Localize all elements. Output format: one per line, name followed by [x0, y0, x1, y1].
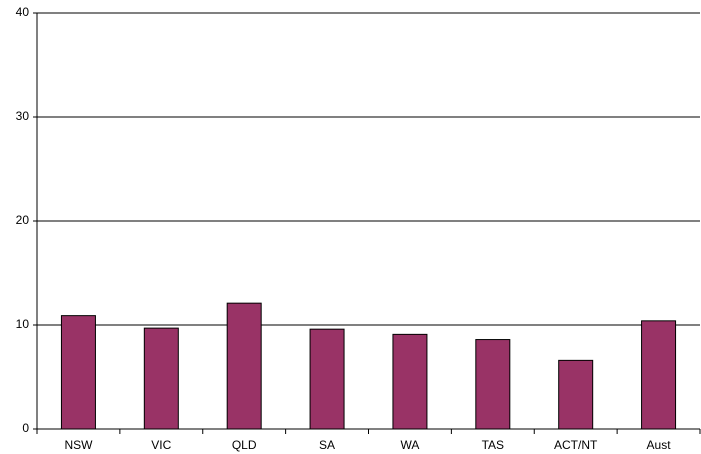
- bar: [226, 302, 262, 430]
- y-tick-label: 40: [16, 5, 30, 19]
- bar: [641, 320, 677, 430]
- y-tick-label: 10: [16, 317, 30, 331]
- y-tick-label: 0: [22, 421, 29, 435]
- bar: [143, 327, 179, 430]
- y-tick-label: 20: [16, 213, 30, 227]
- x-tick-label: QLD: [232, 438, 257, 452]
- x-tick-label: VIC: [151, 438, 171, 452]
- y-tick-label: 30: [16, 109, 30, 123]
- x-tick-label: NSW: [64, 438, 93, 452]
- x-tick-label: ACT/NT: [554, 438, 598, 452]
- bar: [475, 339, 511, 430]
- x-tick-label: WA: [400, 438, 419, 452]
- bar: [309, 328, 345, 430]
- bar: [392, 333, 428, 430]
- x-tick-label: SA: [319, 438, 335, 452]
- bar: [60, 315, 96, 430]
- x-tick-label: TAS: [482, 438, 504, 452]
- bar: [558, 359, 594, 430]
- x-tick-label: Aust: [647, 438, 672, 452]
